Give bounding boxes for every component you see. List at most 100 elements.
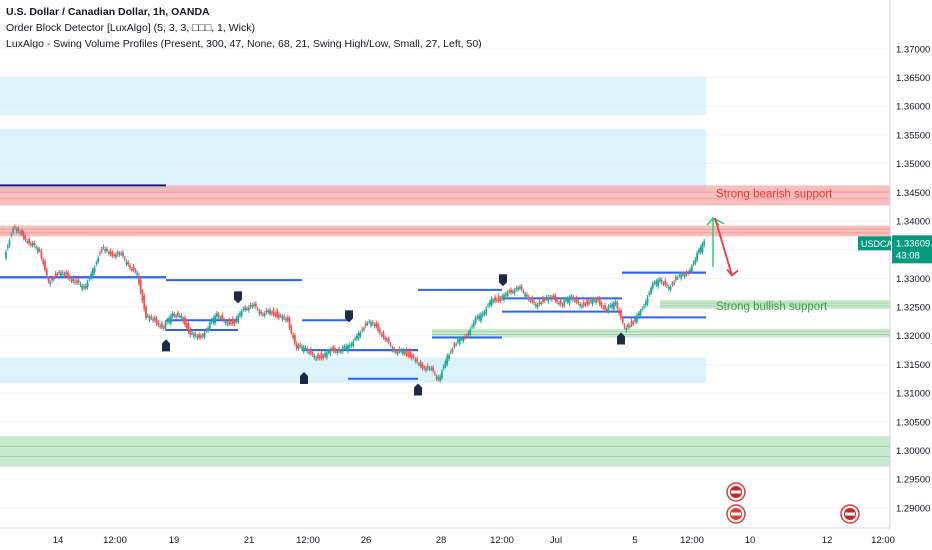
- candle-body: [425, 368, 427, 371]
- candle-body: [455, 343, 458, 345]
- candle-body: [200, 335, 202, 338]
- candle-body: [504, 293, 507, 295]
- candle-body: [494, 297, 497, 301]
- y-tick-label: 1.34500: [896, 188, 930, 199]
- candle-body: [648, 292, 651, 295]
- candle-body: [226, 323, 229, 325]
- bullish-order-block: [0, 436, 890, 467]
- candle-body: [12, 228, 14, 233]
- y-tick-label: 1.36500: [896, 73, 930, 84]
- candle-body: [212, 317, 215, 323]
- candle-body: [155, 318, 158, 324]
- candle-body: [540, 303, 543, 305]
- candle-body: [88, 277, 91, 279]
- candle-body: [511, 291, 514, 293]
- y-tick-label: 1.29500: [896, 475, 930, 486]
- candle-body: [416, 358, 419, 362]
- y-tick-label: 1.35500: [896, 130, 930, 141]
- candle-body: [524, 293, 527, 297]
- candle-body: [320, 352, 323, 359]
- candle-body: [664, 280, 667, 285]
- candle-body: [258, 311, 261, 314]
- candle-body: [456, 339, 459, 342]
- candle-body: [591, 300, 594, 305]
- candle-body: [441, 371, 443, 378]
- candle-body: [503, 294, 505, 301]
- candle-body: [136, 272, 139, 275]
- candle-body: [129, 265, 131, 269]
- candle-body: [24, 237, 27, 240]
- candle-body: [233, 321, 236, 324]
- candle-body: [316, 354, 319, 359]
- x-tick-label: 12:00: [680, 535, 704, 546]
- candle-body: [256, 308, 259, 310]
- candle-body: [625, 328, 628, 330]
- candle-body: [685, 272, 688, 275]
- indicator-order-block[interactable]: Order Block Detector [LuxAlgo] (5, 3, 3,…: [6, 22, 255, 34]
- candle-body: [598, 298, 601, 305]
- candle-body: [394, 351, 397, 353]
- candle-body: [515, 287, 518, 290]
- candle-body: [690, 266, 693, 272]
- candle-body: [377, 324, 380, 331]
- candle-body: [138, 275, 140, 284]
- candle-body: [17, 228, 20, 231]
- candle-body: [343, 346, 346, 348]
- candle-body: [166, 320, 169, 322]
- candle-body: [612, 303, 615, 310]
- candle-body: [35, 246, 38, 248]
- candle-body: [308, 352, 310, 354]
- candle-body: [682, 274, 684, 276]
- candle-body: [278, 314, 280, 318]
- candle-body: [19, 232, 22, 234]
- candle-body: [453, 344, 456, 347]
- candle-body: [235, 317, 238, 322]
- candle-body: [363, 328, 365, 330]
- candle-body: [501, 296, 504, 299]
- candle-body: [301, 346, 303, 349]
- candle-body: [352, 341, 355, 346]
- candle-body: [433, 373, 436, 375]
- candle-body: [219, 317, 222, 319]
- candle-body: [306, 348, 309, 352]
- candle-body: [435, 376, 438, 379]
- candle-body: [286, 317, 289, 321]
- candle-body: [391, 347, 394, 351]
- candle-body: [5, 251, 7, 259]
- candle-body: [409, 350, 411, 357]
- candle-body: [698, 249, 700, 253]
- candle-body: [107, 252, 110, 254]
- candle-body: [542, 297, 544, 302]
- candle-body: [683, 274, 686, 277]
- candle-body: [162, 327, 165, 329]
- candle-body: [364, 323, 367, 326]
- candle-body: [407, 353, 410, 356]
- volume-profile-zone: [0, 129, 706, 193]
- candle-body: [56, 274, 59, 276]
- symbol-badge: [858, 236, 891, 251]
- candle-body: [348, 344, 351, 347]
- candle-body: [565, 299, 567, 301]
- bearish-support-label: Strong bearish support: [716, 188, 833, 200]
- swing-low-marker: [300, 372, 308, 385]
- candle-body: [481, 313, 484, 316]
- candle-body: [379, 329, 381, 333]
- candle-body: [10, 234, 13, 236]
- candle-body: [550, 297, 553, 300]
- indicator-swing-volume[interactable]: LuxAlgo - Swing Volume Profiles (Present…: [6, 38, 482, 50]
- candle-body: [6, 246, 9, 249]
- candle-body: [125, 261, 128, 264]
- candle-body: [510, 289, 512, 293]
- y-tick-label: 1.29000: [896, 503, 930, 514]
- price-badge: [892, 235, 932, 264]
- candle-body: [529, 300, 532, 302]
- candle-body: [51, 278, 53, 281]
- candle-body: [175, 315, 178, 318]
- candle-body: [396, 351, 399, 354]
- candle-body: [531, 297, 534, 302]
- candle-body: [178, 315, 181, 317]
- candle-body: [44, 261, 46, 270]
- candle-body: [519, 286, 521, 289]
- candle-body: [465, 335, 468, 337]
